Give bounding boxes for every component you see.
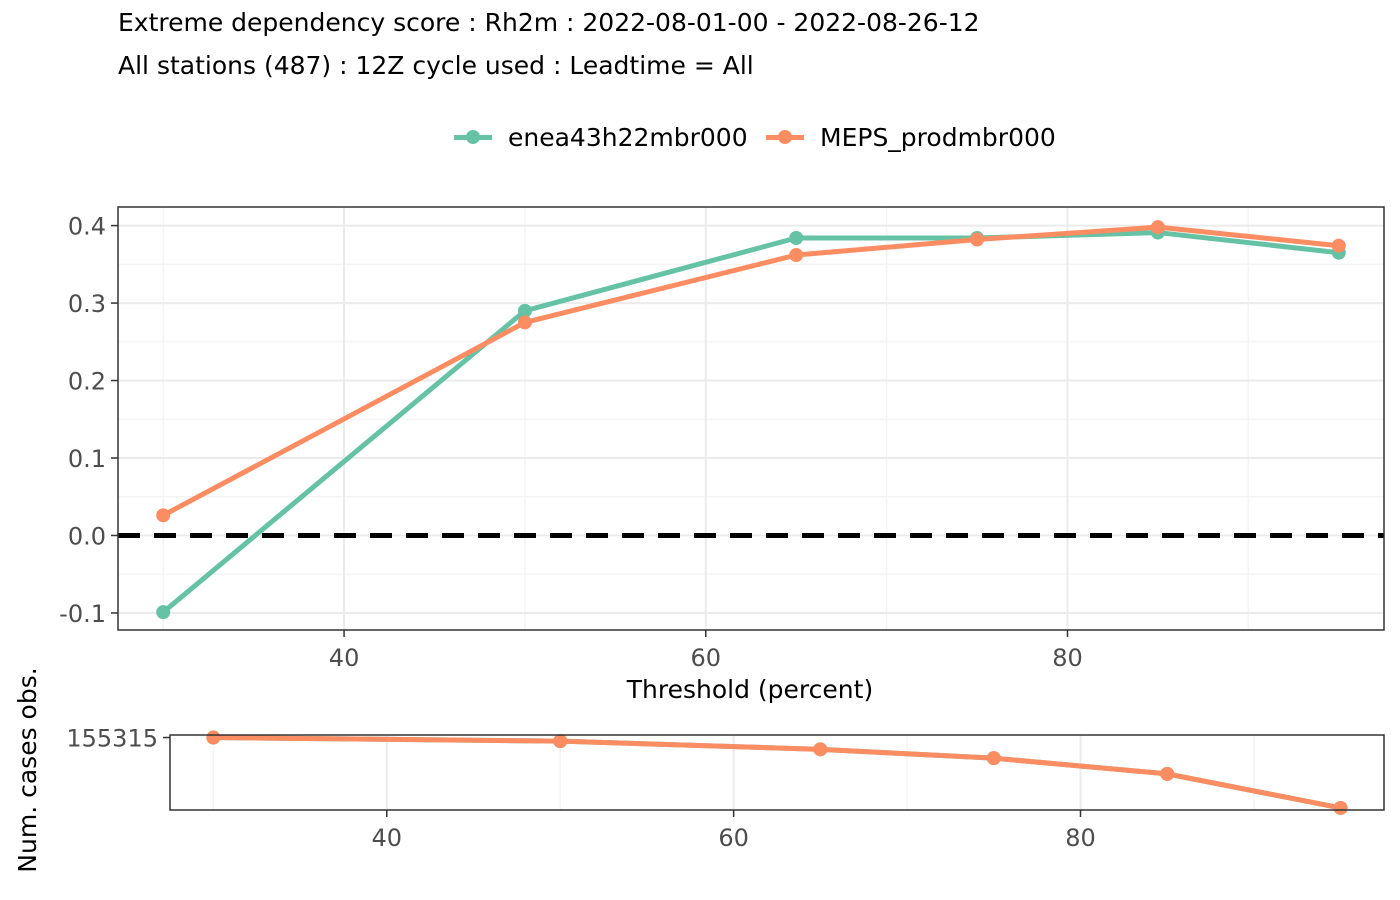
main-data-point-0-0 bbox=[156, 605, 171, 620]
main-y-tick-label: -0.1 bbox=[59, 600, 106, 628]
main-y-tick-label: 0.2 bbox=[68, 368, 106, 396]
cases-panel-border bbox=[169, 734, 1385, 811]
cases-x-tick-label: 40 bbox=[372, 824, 403, 852]
main-x-tick-label: 40 bbox=[329, 644, 360, 672]
main-data-point-1-3 bbox=[970, 232, 985, 247]
cases-data-point-1-3 bbox=[986, 751, 1001, 766]
main-y-tick-label: 0.1 bbox=[68, 445, 106, 473]
cases-data-point-1-5 bbox=[1333, 800, 1348, 815]
main-data-point-1-0 bbox=[156, 508, 171, 523]
cases-y-axis-label: Num. cases obs. bbox=[13, 667, 42, 872]
cases-series-line-1 bbox=[210, 735, 1344, 811]
chart-subtitle: All stations (487) : 12Z cycle used : Le… bbox=[118, 51, 754, 80]
legend-label-meps: MEPS_prodmbr000 bbox=[820, 122, 1056, 152]
main-series-line-0 bbox=[160, 230, 1342, 615]
cases-data-point-1-0 bbox=[206, 730, 221, 745]
cases-data-point-1-2 bbox=[813, 742, 828, 757]
cases-data-point-1-1 bbox=[553, 734, 568, 749]
main-data-point-0-1 bbox=[517, 303, 532, 318]
x-axis-label: Threshold (percent) bbox=[626, 675, 873, 704]
legend-key-enea bbox=[450, 120, 496, 154]
main-data-point-1-2 bbox=[789, 248, 804, 263]
main-panel: 40 60 80 -0.1 0.0 0.1 0.2 0.3 0.4 bbox=[59, 206, 1385, 672]
legend-key-meps bbox=[762, 120, 808, 154]
cases-x-tick-label: 60 bbox=[718, 824, 749, 852]
cases-y-tick-label: 155315 bbox=[66, 725, 158, 753]
main-data-point-1-5 bbox=[1331, 238, 1346, 253]
main-data-point-1-1 bbox=[517, 315, 532, 330]
legend-item-enea: enea43h22mbr000 bbox=[450, 120, 748, 154]
cases-x-tick-label: 80 bbox=[1065, 824, 1096, 852]
main-panel-border bbox=[117, 206, 1385, 631]
legend-label-enea: enea43h22mbr000 bbox=[508, 122, 748, 152]
main-x-tick-label: 80 bbox=[1052, 644, 1083, 672]
main-y-tick-label: 0.0 bbox=[68, 522, 106, 550]
main-y-tick-label: 0.4 bbox=[68, 213, 106, 241]
legend-key-point-meps bbox=[778, 130, 792, 144]
legend-item-meps: MEPS_prodmbr000 bbox=[762, 120, 1056, 154]
main-series-line-1 bbox=[160, 224, 1342, 518]
chart-title: Extreme dependency score : Rh2m : 2022-0… bbox=[118, 8, 980, 37]
main-y-tick-label: 0.3 bbox=[68, 290, 106, 318]
cases-panel: 40 60 80 155315 bbox=[66, 725, 1385, 852]
main-x-tick-label: 60 bbox=[691, 644, 722, 672]
legend-key-point-enea bbox=[466, 130, 480, 144]
cases-data-point-1-4 bbox=[1160, 766, 1175, 781]
main-data-point-0-2 bbox=[789, 230, 804, 245]
main-data-point-1-4 bbox=[1150, 220, 1165, 235]
